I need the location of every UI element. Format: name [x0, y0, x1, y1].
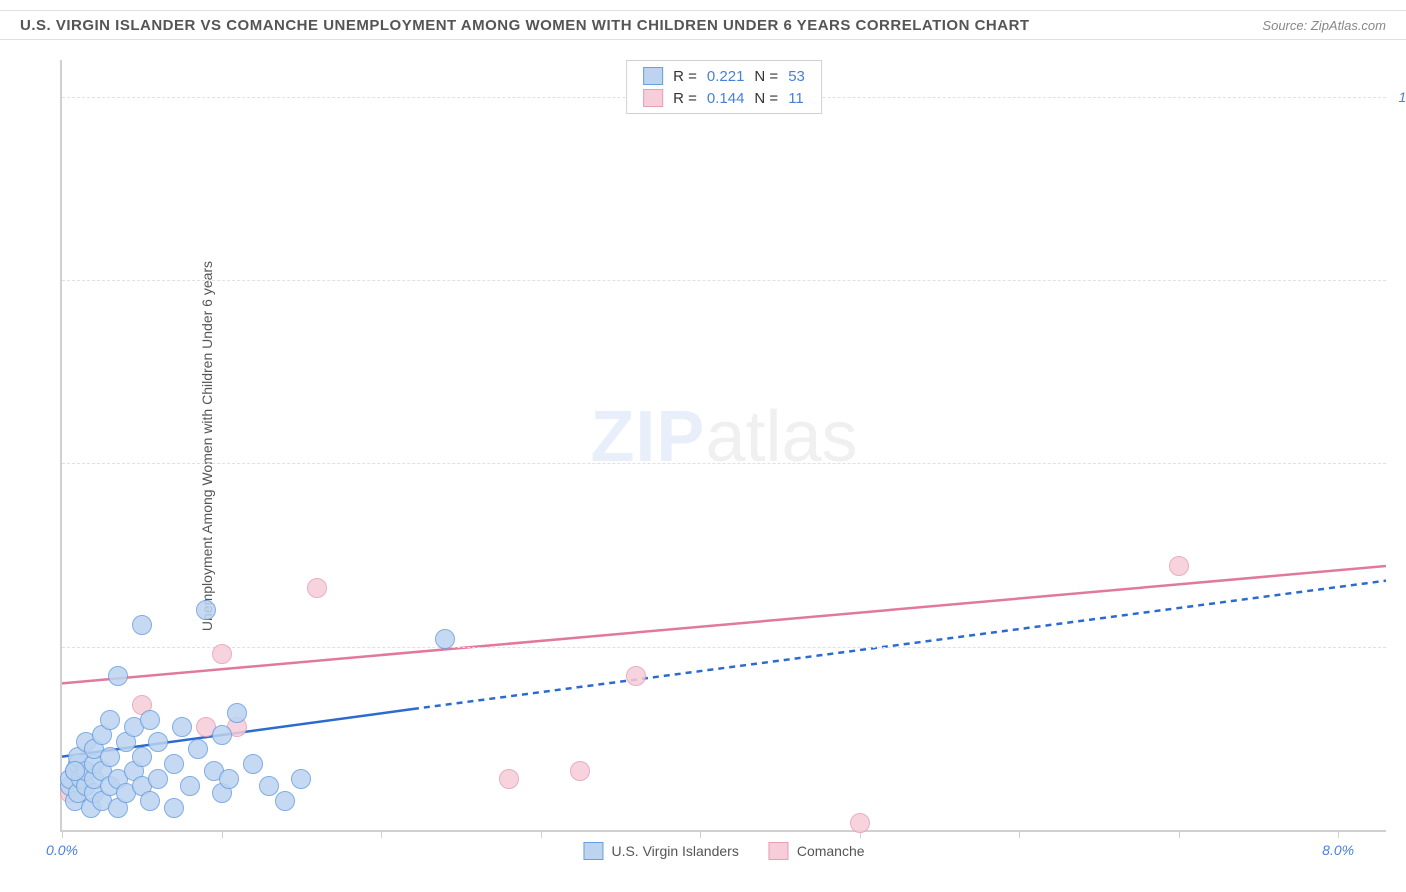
n-label: N = — [754, 90, 778, 107]
legend-series: U.S. Virgin Islanders Comanche — [583, 842, 864, 860]
legend-swatch-pink — [769, 842, 789, 860]
scatter-point-blue — [243, 754, 263, 774]
chart-header: U.S. VIRGIN ISLANDER VS COMANCHE UNEMPLO… — [0, 10, 1406, 40]
scatter-point-blue — [132, 747, 152, 767]
regression-lines — [62, 60, 1386, 830]
scatter-point-blue — [219, 769, 239, 789]
gridline-h — [62, 463, 1386, 464]
plot-area: ZIPatlas R = 0.221 N = 53 R = 0.144 N = … — [60, 60, 1386, 832]
scatter-point-blue — [65, 761, 85, 781]
scatter-point-pink — [499, 769, 519, 789]
scatter-point-blue — [164, 798, 184, 818]
scatter-point-blue — [212, 725, 232, 745]
watermark: ZIPatlas — [590, 396, 857, 478]
watermark-atlas: atlas — [705, 397, 857, 477]
scatter-point-pink — [570, 761, 590, 781]
scatter-point-blue — [435, 629, 455, 649]
x-tick — [541, 830, 542, 838]
n-value: 11 — [788, 90, 804, 107]
gridline-h — [62, 647, 1386, 648]
y-tick-label: 100.0% — [1399, 89, 1406, 105]
r-value: 0.221 — [707, 68, 745, 85]
scatter-point-blue — [100, 710, 120, 730]
source-attribution: Source: ZipAtlas.com — [1262, 18, 1386, 33]
scatter-point-blue — [172, 717, 192, 737]
x-tick — [62, 830, 63, 838]
scatter-point-blue — [108, 666, 128, 686]
source-prefix: Source: — [1262, 18, 1307, 33]
scatter-point-blue — [275, 791, 295, 811]
scatter-point-blue — [148, 769, 168, 789]
source-name: ZipAtlas.com — [1311, 18, 1386, 33]
x-tick — [222, 830, 223, 838]
scatter-point-pink — [1169, 556, 1189, 576]
legend-label: Comanche — [797, 843, 865, 859]
legend-swatch-pink — [643, 89, 663, 107]
legend-label: U.S. Virgin Islanders — [611, 843, 738, 859]
legend-stats-row: R = 0.144 N = 11 — [643, 87, 805, 109]
x-tick-label: 0.0% — [46, 842, 78, 858]
scatter-point-blue — [291, 769, 311, 789]
n-value: 53 — [788, 68, 805, 85]
scatter-point-blue — [259, 776, 279, 796]
scatter-point-blue — [140, 791, 160, 811]
x-tick — [381, 830, 382, 838]
scatter-point-blue — [140, 710, 160, 730]
scatter-point-blue — [100, 747, 120, 767]
gridline-h — [62, 280, 1386, 281]
scatter-point-blue — [227, 703, 247, 723]
legend-swatch-blue — [643, 67, 663, 85]
legend-item: U.S. Virgin Islanders — [583, 842, 738, 860]
x-tick — [1338, 830, 1339, 838]
x-tick-label: 8.0% — [1322, 842, 1354, 858]
scatter-point-pink — [307, 578, 327, 598]
x-tick — [700, 830, 701, 838]
chart-title: U.S. VIRGIN ISLANDER VS COMANCHE UNEMPLO… — [20, 17, 1030, 34]
scatter-point-pink — [850, 813, 870, 833]
x-tick — [1179, 830, 1180, 838]
r-label: R = — [673, 90, 697, 107]
scatter-point-blue — [180, 776, 200, 796]
n-label: N = — [754, 68, 778, 85]
scatter-point-blue — [132, 615, 152, 635]
watermark-zip: ZIP — [590, 397, 705, 477]
scatter-point-blue — [196, 600, 216, 620]
legend-stats-row: R = 0.221 N = 53 — [643, 65, 805, 87]
legend-swatch-blue — [583, 842, 603, 860]
r-value: 0.144 — [707, 90, 745, 107]
scatter-point-blue — [188, 739, 208, 759]
legend-item: Comanche — [769, 842, 865, 860]
x-tick — [1019, 830, 1020, 838]
scatter-point-pink — [626, 666, 646, 686]
r-label: R = — [673, 68, 697, 85]
scatter-point-blue — [148, 732, 168, 752]
scatter-point-pink — [212, 644, 232, 664]
scatter-point-blue — [164, 754, 184, 774]
legend-stats: R = 0.221 N = 53 R = 0.144 N = 11 — [626, 60, 822, 114]
